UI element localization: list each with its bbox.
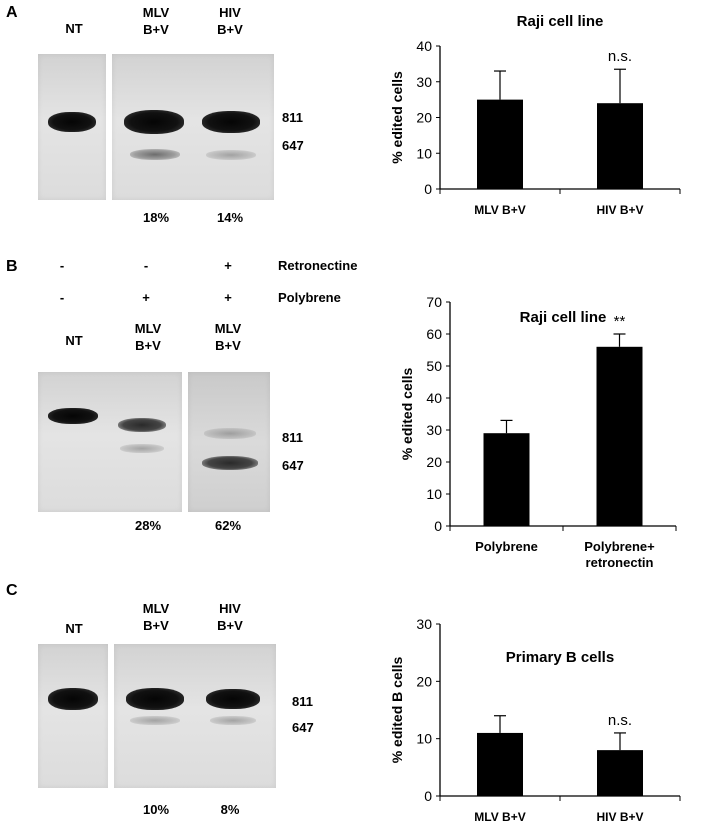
category-label-0: MLV B+V (474, 810, 525, 824)
y-tick-label: 30 (416, 74, 432, 90)
y-tick-label: 30 (416, 616, 432, 632)
gel-a-band-size-647: 647 (282, 138, 304, 153)
y-tick-label: 10 (416, 145, 432, 161)
gel-b-percent-mlv-2: 62% (214, 518, 242, 533)
treatment-label-retronectine: Retronectine (278, 258, 358, 273)
y-tick-label: 0 (424, 181, 432, 197)
bar-1 (597, 103, 643, 189)
category-label-1: Polybrene+ retronectin (584, 539, 655, 570)
gel-a-percent-hiv: 14% (216, 210, 244, 225)
chart-title: Raji cell line (520, 309, 607, 326)
gel-c-band-mlv-811 (126, 688, 184, 710)
gel-b-percent-mlv-1: 28% (134, 518, 162, 533)
category-label-0: Polybrene (475, 539, 538, 554)
gel-a-lane-label-hiv: HIV B+V (217, 5, 243, 37)
gel-c-image-nt (38, 644, 108, 788)
treatment-polybrene-mark-nt: - (59, 290, 65, 305)
y-tick-label: 40 (416, 38, 432, 54)
gel-b-lane-label-mlv-2: MLV B+V (214, 321, 242, 353)
gel-b-band-retro-811 (204, 428, 256, 439)
y-axis-label: % edited B cells (389, 656, 405, 763)
y-tick-label: 20 (416, 673, 432, 689)
gel-b-band-size-647: 647 (282, 458, 304, 473)
gel-b-band-size-811: 811 (282, 430, 303, 445)
gel-c-percent-mlv: 10% (142, 802, 170, 817)
gel-a-lane-label-nt: NT (65, 21, 83, 36)
gel-c-percent-hiv: 8% (220, 802, 240, 817)
y-tick-label: 70 (426, 294, 442, 310)
gel-b-band-nt-811 (48, 408, 98, 424)
gel-b-image-left (38, 372, 182, 512)
gel-a-band-mlv-647 (130, 149, 180, 160)
gel-a-percent-mlv: 18% (142, 210, 170, 225)
gel-c-band-hiv-647 (210, 716, 256, 725)
gel-a-band-hiv-811 (202, 111, 260, 133)
bar-chart-b: 0 10 20 30 40 50 60 70 Polybrene ** Polybrene+ retr… (399, 294, 677, 570)
gel-a-band-size-811: 811 (282, 110, 303, 125)
gel-c-band-nt-811 (48, 688, 98, 710)
category-label-1: HIV B+V (596, 810, 643, 824)
gel-a-lane-label-mlv: MLV B+V (142, 5, 170, 37)
gel-c-band-hiv-811 (206, 689, 260, 709)
y-tick-label: 0 (434, 518, 442, 534)
gel-b-band-mlv-811 (118, 418, 166, 432)
bar-1 (597, 750, 643, 796)
gel-c-lane-label-hiv: HIV B+V (217, 601, 243, 633)
gel-b-lane-label-nt: NT (65, 333, 83, 348)
treatment-retronectine-mark-lane3: + (224, 258, 232, 273)
gel-c-band-size-811: 811 (292, 694, 313, 709)
bar-chart-c: 0 10 20 30 MLV B+V n.s. HIV B+V Primary B cells… (389, 616, 681, 824)
gel-a-image-nt (38, 54, 106, 200)
bar-0 (483, 433, 530, 526)
treatment-retronectine-mark-nt: - (59, 258, 65, 273)
category-label-1: HIV B+V (596, 203, 643, 217)
gel-c-lane-label-mlv: MLV B+V (142, 601, 170, 633)
gel-c-lane-label-nt: NT (65, 621, 83, 636)
y-tick-label: 20 (416, 110, 432, 126)
gel-c-image-treated (114, 644, 276, 788)
y-tick-label: 10 (426, 486, 442, 502)
panel-letter-b: B (6, 258, 18, 275)
y-tick-label: 50 (426, 358, 442, 374)
treatment-polybrene-mark-lane2: + (142, 290, 150, 305)
gel-b-band-mlv-647 (120, 444, 164, 453)
significance-label-1: n.s. (608, 48, 632, 65)
significance-label-1: n.s. (608, 712, 632, 729)
gel-a-image-treated (112, 54, 274, 200)
bar-1 (596, 346, 643, 526)
y-tick-label: 0 (424, 788, 432, 804)
gel-c-band-mlv-647 (130, 716, 180, 725)
y-tick-label: 60 (426, 326, 442, 342)
gel-c-band-size-647: 647 (292, 720, 314, 735)
y-tick-label: 40 (426, 390, 442, 406)
gel-a-band-mlv-811 (124, 110, 184, 134)
panel-letter-a: A (6, 4, 18, 21)
y-axis-label: % edited cells (389, 71, 405, 164)
category-label-0: MLV B+V (474, 203, 525, 217)
bar-chart-a: 0 10 20 30 40 MLV B+V n.s. HIV B+V Raji cell lin… (389, 13, 681, 217)
treatment-label-polybrene: Polybrene (278, 290, 341, 305)
chart-title: Raji cell line (517, 13, 604, 30)
treatment-polybrene-mark-lane3: + (224, 290, 232, 305)
bar-0 (477, 99, 523, 189)
panel-letter-c: C (6, 582, 18, 599)
y-tick-label: 10 (416, 731, 432, 747)
gel-b-band-retro-647 (202, 456, 258, 470)
gel-b-image-right (188, 372, 270, 512)
chart-title: Primary B cells (506, 649, 614, 666)
significance-label-1: ** (614, 313, 626, 330)
y-tick-label: 20 (426, 454, 442, 470)
gel-b-lane-label-mlv-1: MLV B+V (134, 321, 162, 353)
y-tick-label: 30 (426, 422, 442, 438)
y-axis-label: % edited cells (399, 367, 415, 460)
bar-0 (477, 732, 523, 796)
treatment-retronectine-mark-lane2: - (143, 258, 149, 273)
gel-a-band-hiv-647 (206, 150, 256, 160)
gel-a-band-nt-811 (48, 112, 96, 132)
